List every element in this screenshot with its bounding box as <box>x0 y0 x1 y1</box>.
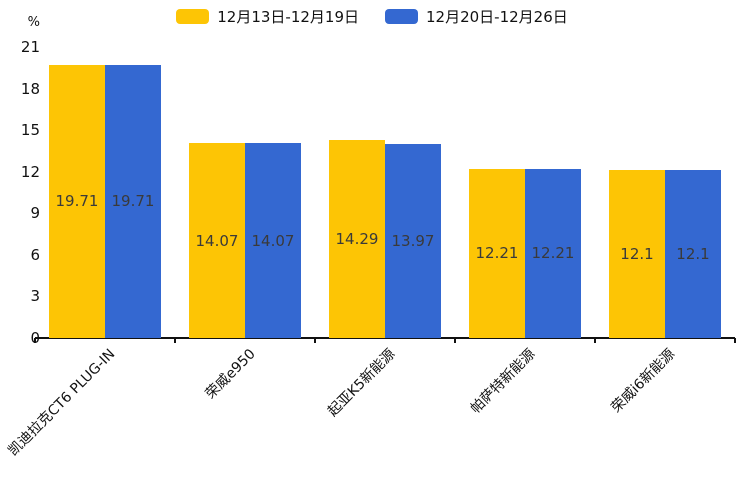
x-category-label: 帕萨特新能源 <box>467 346 539 417</box>
x-axis-line <box>35 337 735 339</box>
bar-value-label: 14.07 <box>251 231 295 250</box>
bar-series-1: 12.1 <box>609 170 665 338</box>
x-category-label: 荣威e950 <box>202 346 259 403</box>
bar-series-1: 19.71 <box>49 64 105 338</box>
bar-value-label: 19.71 <box>55 192 99 211</box>
y-tick-label: 6 <box>30 245 40 264</box>
bar-series-1: 14.29 <box>329 139 385 338</box>
bar-value-label: 19.71 <box>111 192 155 211</box>
legend: 12月13日-12月19日 12月20日-12月26日 <box>0 6 744 27</box>
x-tick-mark <box>734 338 736 343</box>
legend-swatch-icon <box>385 9 418 24</box>
y-axis-unit-label: % <box>27 15 40 30</box>
bar-value-label: 12.1 <box>620 245 654 264</box>
bar-value-label: 13.97 <box>391 232 435 251</box>
x-tick-mark <box>454 338 456 343</box>
x-category-label: 凯迪拉克CT6 PLUG-IN <box>5 346 119 460</box>
y-tick-label: 9 <box>30 204 40 223</box>
x-tick-mark <box>594 338 596 343</box>
x-tick-mark <box>34 338 36 343</box>
y-tick-label: 18 <box>20 79 40 98</box>
x-category-label: 荣威i6新能源 <box>608 346 679 416</box>
y-tick-label: 21 <box>20 38 40 56</box>
bar-series-2: 13.97 <box>385 144 441 338</box>
x-category-label: 起亚K5新能源 <box>324 346 399 420</box>
bar-series-2: 12.21 <box>525 168 581 338</box>
bar-series-2: 19.71 <box>105 64 161 338</box>
bar-series-2: 14.07 <box>245 143 301 338</box>
y-tick-label: 3 <box>30 287 40 306</box>
bar-value-label: 12.21 <box>475 244 519 263</box>
legend-label: 12月13日-12月19日 <box>217 8 359 26</box>
y-tick-label: 12 <box>20 162 40 181</box>
bar-series-2: 12.1 <box>665 170 721 338</box>
y-tick-label: 15 <box>20 121 40 140</box>
legend-swatch-icon <box>176 9 210 24</box>
bar-series-1: 14.07 <box>189 143 245 338</box>
bar-value-label: 14.29 <box>335 229 379 248</box>
bar-value-label: 14.07 <box>195 231 239 250</box>
legend-item: 12月13日-12月19日 <box>176 6 359 27</box>
legend-item: 12月20日-12月26日 <box>385 6 568 27</box>
bar-value-label: 12.1 <box>676 245 710 264</box>
bar-series-1: 12.21 <box>469 168 525 338</box>
bar-value-label: 12.21 <box>531 244 575 263</box>
x-tick-mark <box>314 338 316 343</box>
legend-label: 12月20日-12月26日 <box>426 8 568 26</box>
x-tick-mark <box>174 338 176 343</box>
